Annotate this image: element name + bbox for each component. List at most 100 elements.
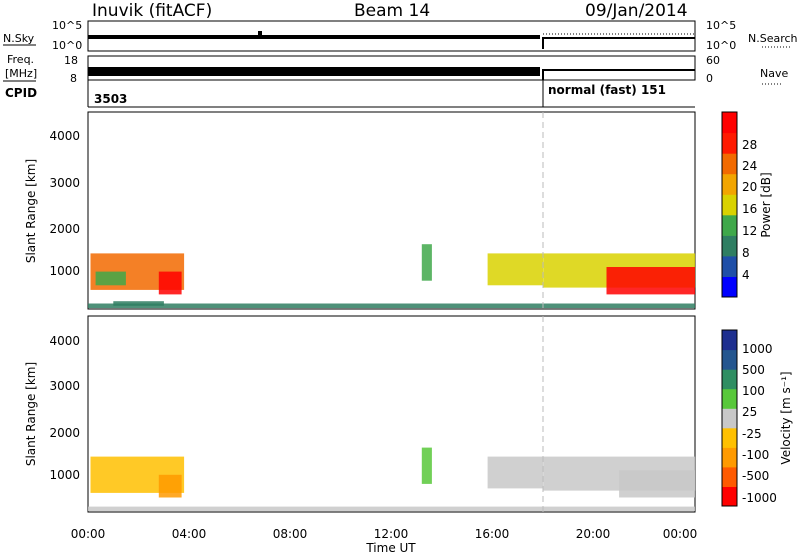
- colorbar-segment-2: [722, 447, 737, 468]
- cpid-label: CPID: [5, 86, 37, 100]
- nsky-tick-top-left: 10^5: [52, 19, 82, 32]
- power-panel: Slant Range [km] 4000 3000 2000 1000 28 …: [24, 111, 773, 310]
- velocity-cbar-tick-neg25: -25: [742, 427, 762, 441]
- freq-tick-bottom-right: 0: [706, 72, 713, 85]
- colorbar-segment-8: [722, 112, 737, 134]
- power-cbar-tick-12: 12: [742, 224, 757, 238]
- heatmap-region-4: [421, 244, 432, 281]
- heatmap-region-1: [158, 474, 182, 498]
- power-ytick-4000: 4000: [49, 129, 80, 143]
- velocity-panel: Slant Range [km] 4000 3000 2000 1000 100…: [24, 315, 793, 513]
- velocity-ytick-3000: 3000: [49, 379, 80, 393]
- power-cbar-tick-24: 24: [742, 159, 757, 173]
- colorbar-segment-8: [722, 330, 737, 351]
- velocity-heatmap: [88, 447, 696, 512]
- power-cbar-tick-20: 20: [742, 180, 757, 194]
- cpid-value-2: normal (fast) 151: [548, 83, 666, 97]
- power-cbar-tick-28: 28: [742, 138, 757, 152]
- freq-tick-top-right: 60: [706, 54, 720, 67]
- nsky-tick-bottom-right: 10^0: [706, 39, 736, 52]
- colorbar-segment-0: [722, 486, 737, 507]
- velocity-ytick-4000: 4000: [49, 334, 80, 348]
- cpid-panel: CPID 3503 normal (fast) 151: [5, 80, 695, 108]
- x-axis: 00:00 04:00 08:00 12:00 16:00 20:00 00:0…: [71, 527, 698, 554]
- heatmap-region-5: [487, 253, 544, 286]
- freq-panel: Freq. [MHz] 18 8 60 0 Nave: [3, 53, 788, 85]
- xtick-2000: 20:00: [576, 527, 611, 541]
- velocity-ytick-1000: 1000: [49, 468, 80, 482]
- heatmap-region-7: [606, 267, 695, 295]
- heatmap-region-6: [88, 506, 695, 512]
- freq-label-line2: [MHz]: [5, 67, 37, 80]
- colorbar-segment-3: [722, 427, 737, 448]
- heatmap-region-3: [487, 456, 544, 489]
- power-ylabel: Slant Range [km]: [24, 159, 38, 263]
- velocity-cbar-tick-1000: 1000: [742, 342, 773, 356]
- colorbar-segment-0: [722, 276, 737, 298]
- nsearch-label: N.Search: [748, 32, 798, 45]
- freq-trace-late: [542, 69, 695, 80]
- xtick-0800: 08:00: [273, 527, 308, 541]
- nsky-trace-late: [542, 37, 695, 49]
- nsky-label: N.Sky: [3, 32, 35, 45]
- velocity-colorbar-frame: [721, 329, 738, 507]
- freq-trace: [88, 67, 540, 76]
- xtick-1600: 16:00: [475, 527, 510, 541]
- colorbar-segment-7: [722, 349, 737, 370]
- heatmap-region-2: [421, 447, 432, 484]
- velocity-ylabel: Slant Range [km]: [24, 362, 38, 466]
- colorbar-segment-1: [722, 255, 737, 277]
- nsky-tick-bottom-left: 10^0: [52, 39, 82, 52]
- colorbar-segment-5: [722, 388, 737, 409]
- power-colorbar-label: Power [dB]: [759, 172, 773, 237]
- velocity-cbar-tick-neg1000: -1000: [742, 491, 777, 505]
- cpid-value-1: 3503: [94, 92, 127, 106]
- velocity-cbar-tick-25: 25: [742, 405, 757, 419]
- power-ytick-2000: 2000: [49, 222, 80, 236]
- date-title: 09/Jan/2014: [585, 1, 688, 21]
- velocity-colorbar-label: Velocity [m s⁻¹]: [779, 371, 793, 464]
- colorbar-segment-6: [722, 369, 737, 390]
- x-axis-label: Time UT: [365, 541, 416, 554]
- heatmap-region-5: [619, 470, 695, 498]
- velocity-colorbar: 1000 500 100 25 -25 -100 -500 -1000 Velo…: [721, 329, 793, 507]
- colorbar-segment-4: [722, 408, 737, 429]
- freq-tick-bottom-left: 8: [70, 72, 77, 85]
- power-ytick-3000: 3000: [49, 176, 80, 190]
- velocity-cbar-tick-100: 100: [742, 384, 765, 398]
- power-cbar-tick-8: 8: [742, 246, 750, 260]
- station-title: Inuvik (fitACF): [92, 1, 212, 21]
- nsky-panel: N.Sky 10^5 10^0 10^5 10^0 N.Search: [3, 19, 798, 52]
- nave-label: Nave: [760, 67, 788, 80]
- power-heatmap: [88, 244, 696, 309]
- xtick-1200: 12:00: [374, 527, 409, 541]
- beam-title: Beam 14: [354, 1, 430, 21]
- velocity-cbar-tick-500: 500: [742, 363, 765, 377]
- colorbar-segment-2: [722, 235, 737, 257]
- colorbar-segment-4: [722, 194, 737, 216]
- heatmap-region-2: [95, 271, 126, 286]
- colorbar-segment-1: [722, 466, 737, 487]
- xtick-2400: 00:00: [663, 527, 698, 541]
- colorbar-segment-3: [722, 214, 737, 236]
- velocity-cbar-tick-neg100: -100: [742, 448, 769, 462]
- velocity-cbar-tick-neg500: -500: [742, 469, 769, 483]
- power-ytick-1000: 1000: [49, 264, 80, 278]
- power-colorbar-frame: [721, 111, 738, 298]
- colorbar-segment-5: [722, 173, 737, 195]
- velocity-ytick-2000: 2000: [49, 426, 80, 440]
- xtick-0000: 00:00: [71, 527, 106, 541]
- heatmap-region-8: [88, 303, 695, 309]
- nsky-spike: [258, 31, 262, 36]
- freq-tick-top-left: 18: [64, 54, 78, 67]
- power-cbar-tick-4: 4: [742, 268, 750, 282]
- heatmap-region-1: [158, 271, 182, 295]
- colorbar-segment-7: [722, 132, 737, 154]
- colorbar-segment-6: [722, 153, 737, 175]
- xtick-0400: 04:00: [172, 527, 207, 541]
- nsky-tick-top-right: 10^5: [706, 19, 736, 32]
- power-cbar-tick-16: 16: [742, 202, 757, 216]
- power-colorbar: 28 24 20 16 12 8 4 Power [dB]: [721, 111, 773, 298]
- freq-label-line1: Freq.: [7, 53, 34, 66]
